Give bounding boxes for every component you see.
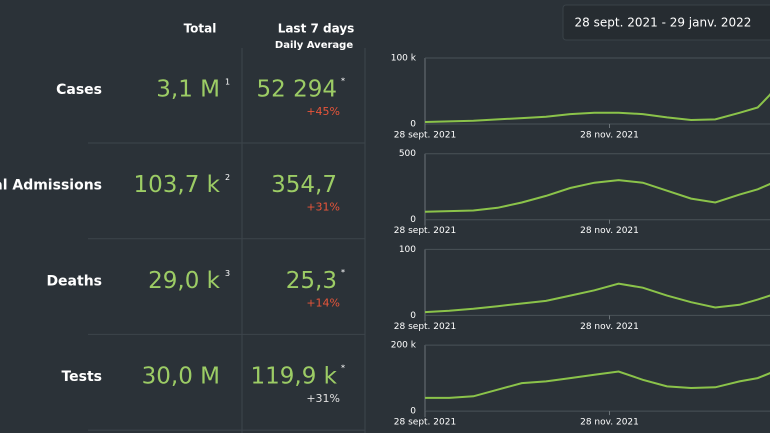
x-tick-label: 28 sept. 2021 [394,226,456,236]
average-value: 25,3 [286,268,337,294]
average-note: * [341,364,345,373]
total-note: 1 [225,78,230,87]
y-tick-label: 100 k [391,54,417,64]
total-value: 30,0 M [142,364,220,390]
y-tick-label: 0 [410,120,416,130]
row-label: Hospital Admissions [0,178,102,194]
header-daily-average: Daily Average [275,40,353,51]
y-tick-label: 0 [410,311,416,321]
header-total: Total [184,22,217,36]
total-value: 29,0 k [148,268,221,294]
date-range-box[interactable] [562,4,770,41]
y-tick-label: 0 [410,407,416,417]
line [425,370,770,399]
line [424,92,770,123]
change: +31% [306,201,340,214]
change: +45% [306,105,340,118]
average-note: * [341,268,345,277]
header-last7: Last 7 days [278,22,355,36]
x-tick-label: 28 sept. 2021 [394,131,456,141]
x-tick-label: 28 nov. 2021 [580,322,639,332]
row-label: Deaths [46,273,102,289]
x-tick-label: 28 nov. 2021 [580,418,639,428]
average-value: 119,9 k [251,364,338,390]
row-label: Tests [61,369,102,385]
x-tick-label: 28 sept. 2021 [394,418,456,428]
average-value: 52 294 [257,77,337,103]
row-label: Cases [56,82,102,98]
average-value: 354,7 [271,172,337,198]
total-note: 2 [225,173,230,182]
y-tick-label: 200 k [391,341,417,351]
x-tick-label: 28 nov. 2021 [580,131,639,141]
date-range[interactable]: 28 sept. 2021 - 29 janv. 2022 [575,16,752,30]
y-tick-label: 500 [399,149,416,159]
y-tick-label: 100 [399,245,416,255]
line [424,282,770,314]
total-value: 3,1 M [156,77,220,103]
total-value: 103,7 k [134,172,221,198]
change: +14% [306,296,340,309]
total-note: 3 [225,269,230,278]
line [424,179,770,213]
change: +31% [306,392,340,405]
average-note: * [341,77,345,86]
x-tick-label: 28 nov. 2021 [580,226,639,236]
y-tick-label: 0 [410,215,416,225]
x-tick-label: 28 sept. 2021 [394,322,456,332]
